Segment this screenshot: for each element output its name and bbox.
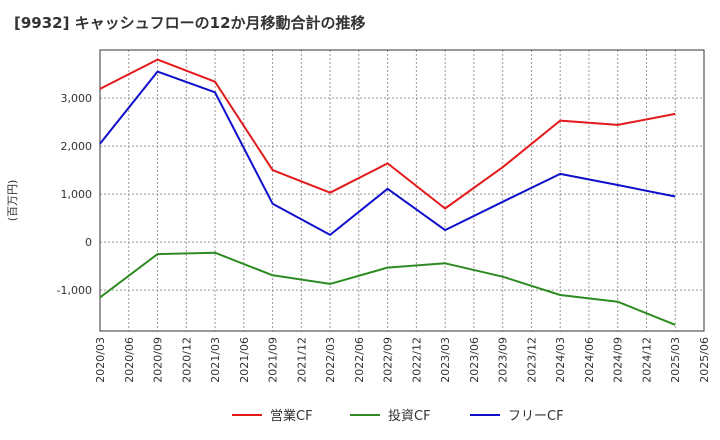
x-tick-label: 2021/06: [238, 337, 251, 383]
x-tick-label: 2022/03: [324, 337, 337, 383]
series-line-3: [99, 70, 676, 236]
x-tick-label: 2024/12: [640, 337, 653, 383]
y-tick-label: -1,000: [57, 284, 92, 297]
grid-layer: [100, 50, 704, 331]
y-axis-label: (百万円): [6, 180, 19, 222]
plot-frame: [99, 49, 705, 332]
x-tick-label: 2025/03: [669, 337, 682, 383]
legend-layer: 営業CF 投資CF フリーCF: [232, 408, 564, 424]
x-tick-label: 2022/12: [410, 337, 423, 383]
series-line-1: [99, 58, 676, 210]
y-tick-label: 2,000: [61, 140, 93, 153]
legend-label-1: 営業CF: [270, 408, 313, 424]
axis-layer: [99, 49, 705, 332]
x-tick-label: 2024/03: [554, 337, 567, 383]
x-tick-label: 2023/09: [497, 337, 510, 383]
label-layer: 2020/03 2020/06 2020/09 2020/12 2021/03 2021/…: [6, 92, 711, 383]
x-tick-label: 2022/09: [382, 337, 395, 383]
chart-title: [9932] キャッシュフローの12か月移動合計の推移: [14, 14, 366, 32]
x-tick-label: 2021/09: [267, 337, 280, 383]
series-layer: [99, 58, 676, 326]
x-tick-label: 2024/09: [612, 337, 625, 383]
series-line-2: [99, 251, 676, 326]
y-tick-label: 1,000: [61, 188, 93, 201]
legend-label-3: フリーCF: [508, 409, 564, 424]
x-tick-label: 2020/03: [94, 337, 107, 383]
x-tick-label: 2025/06: [698, 337, 711, 383]
legend-label-2: 投資CF: [388, 408, 431, 424]
x-tick-label: 2022/06: [353, 337, 366, 383]
x-tick-label: 2024/06: [583, 337, 596, 383]
x-tick-label: 2020/12: [180, 337, 193, 383]
x-tick-label: 2020/06: [123, 337, 136, 383]
x-tick-label: 2023/03: [439, 337, 452, 383]
y-tick-label: 3,000: [61, 92, 93, 105]
x-tick-label: 2020/09: [152, 337, 165, 383]
x-tick-label: 2021/12: [295, 337, 308, 383]
y-tick-label: 0: [85, 236, 92, 249]
x-tick-label: 2021/03: [209, 337, 222, 383]
x-tick-label: 2023/06: [468, 337, 481, 383]
x-tick-label: 2023/12: [525, 337, 538, 383]
